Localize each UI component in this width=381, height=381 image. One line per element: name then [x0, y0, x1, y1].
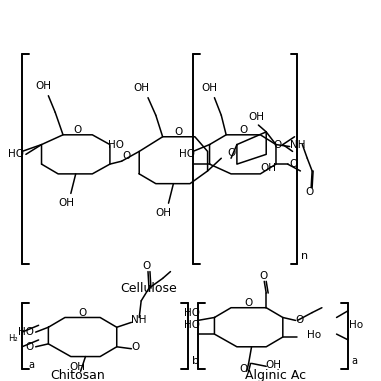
- Text: O: O: [78, 307, 87, 318]
- Text: O: O: [245, 298, 253, 308]
- Text: HO: HO: [179, 149, 195, 159]
- Text: O: O: [122, 151, 131, 161]
- Text: O: O: [26, 342, 34, 352]
- Text: OH: OH: [265, 360, 281, 370]
- Text: OH: OH: [260, 163, 276, 173]
- Text: O: O: [142, 261, 150, 271]
- Text: OH: OH: [202, 83, 218, 93]
- Text: O: O: [227, 148, 235, 158]
- Text: O: O: [305, 187, 313, 197]
- Text: H₂: H₂: [8, 335, 18, 344]
- Text: OH: OH: [133, 83, 149, 93]
- Text: OH: OH: [155, 208, 171, 218]
- Text: O: O: [259, 271, 267, 282]
- Text: HO: HO: [184, 320, 200, 330]
- Text: OH: OH: [58, 198, 74, 208]
- Text: Alginic Ac: Alginic Ac: [245, 369, 307, 381]
- Text: HO: HO: [18, 327, 34, 337]
- Text: HO: HO: [184, 307, 200, 318]
- Text: O: O: [174, 127, 182, 137]
- Text: a: a: [29, 360, 35, 370]
- Text: O: O: [296, 315, 304, 325]
- Text: b: b: [192, 357, 199, 367]
- Text: O: O: [131, 342, 140, 352]
- Text: Chitosan: Chitosan: [50, 369, 105, 381]
- Text: OH: OH: [70, 362, 86, 372]
- Text: O: O: [290, 159, 298, 169]
- Text: n: n: [301, 251, 308, 261]
- Text: Cellulose: Cellulose: [121, 282, 178, 295]
- Text: NH: NH: [131, 315, 147, 325]
- Text: NH: NH: [290, 139, 305, 150]
- Text: O: O: [274, 139, 282, 150]
- Text: O: O: [240, 364, 248, 374]
- Text: a: a: [351, 357, 357, 367]
- Text: Ho: Ho: [307, 330, 321, 340]
- Text: O: O: [240, 125, 248, 135]
- Text: HO: HO: [8, 149, 24, 159]
- Text: OH: OH: [248, 112, 264, 122]
- Text: O: O: [74, 125, 82, 135]
- Text: Ho: Ho: [349, 320, 363, 330]
- Text: HO: HO: [107, 139, 123, 150]
- Text: OH: OH: [35, 81, 51, 91]
